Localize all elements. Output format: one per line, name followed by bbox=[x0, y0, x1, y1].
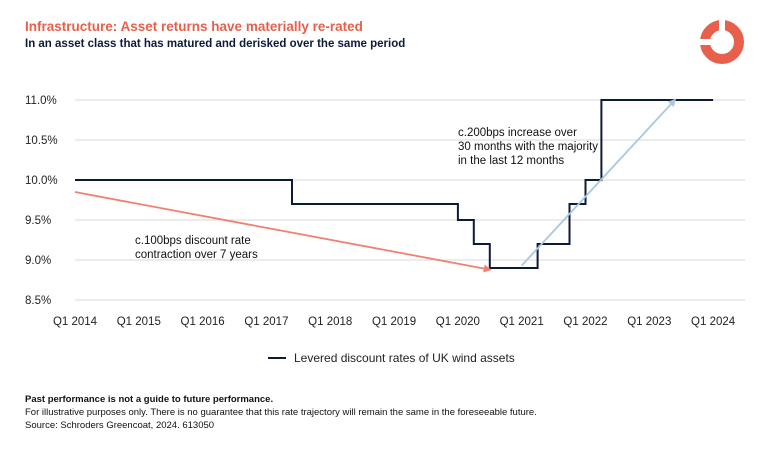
y-tick-label: 9.0% bbox=[25, 255, 51, 267]
x-tick-label: Q1 2024 bbox=[691, 316, 736, 328]
x-tick-label: Q1 2020 bbox=[436, 316, 480, 328]
chart-subtitle: In an asset class that has matured and d… bbox=[25, 38, 406, 50]
annotation-text: 30 months with the majority bbox=[458, 141, 598, 153]
legend-label: Levered discount rates of UK wind assets bbox=[294, 351, 515, 365]
illustrative-note: For illustrative purposes only. There is… bbox=[25, 407, 537, 418]
x-tick-label: Q1 2022 bbox=[563, 316, 607, 328]
annotation-text: in the last 12 months bbox=[458, 155, 564, 167]
y-tick-label: 11.0% bbox=[25, 95, 57, 107]
annotation-text: contraction over 7 years bbox=[135, 249, 258, 261]
annotation-arrow bbox=[74, 191, 492, 273]
series-line bbox=[75, 99, 714, 269]
x-tick-label: Q1 2018 bbox=[308, 316, 352, 328]
annotation-arrow bbox=[521, 98, 677, 267]
x-tick-label: Q1 2015 bbox=[117, 316, 161, 328]
y-tick-label: 9.5% bbox=[25, 215, 51, 227]
chart-title: Infrastructure: Asset returns have mater… bbox=[25, 19, 363, 34]
y-tick-label: 10.0% bbox=[25, 175, 58, 187]
footer: Past performance is not a guide to futur… bbox=[25, 393, 537, 432]
source-note: Source: Schroders Greencoat, 2024. 61305… bbox=[25, 420, 215, 431]
brand-ring-logo-icon bbox=[698, 18, 744, 64]
y-tick-label: 8.5% bbox=[25, 295, 51, 307]
x-tick-label: Q1 2016 bbox=[181, 316, 225, 328]
legend: Levered discount rates of UK wind assets bbox=[268, 351, 515, 365]
x-tick-label: Q1 2014 bbox=[53, 316, 98, 328]
annotation-text: c.100bps discount rate bbox=[135, 235, 251, 247]
annotation-text: c.200bps increase over bbox=[458, 127, 577, 139]
x-tick-label: Q1 2021 bbox=[500, 316, 544, 328]
performance-disclaimer: Past performance is not a guide to futur… bbox=[25, 394, 274, 405]
x-tick-label: Q1 2019 bbox=[372, 316, 416, 328]
y-tick-label: 10.5% bbox=[25, 135, 58, 147]
x-tick-label: Q1 2023 bbox=[627, 316, 671, 328]
x-tick-label: Q1 2017 bbox=[244, 316, 288, 328]
legend-swatch bbox=[268, 357, 286, 359]
